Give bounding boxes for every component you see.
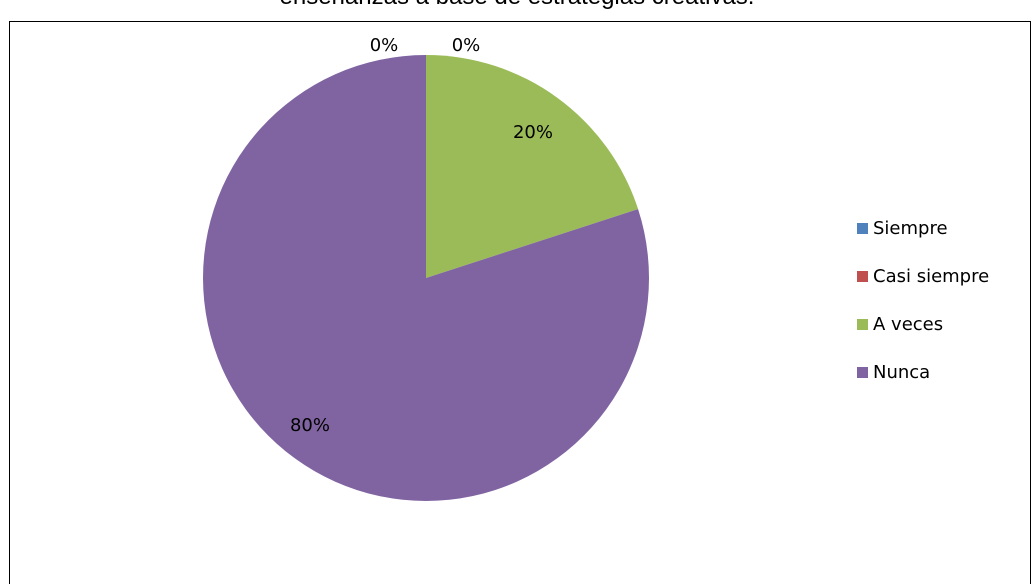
- legend-label-casi-siempre: Casi siempre: [873, 265, 990, 287]
- legend-label-a-veces: A veces: [873, 313, 944, 335]
- pie-slice-nunca: [203, 55, 650, 501]
- chart-title: enseñanzas a base de estrategias creativ…: [0, 0, 1034, 11]
- legend-label-nunca: Nunca: [873, 361, 931, 383]
- legend-item-a-veces: A veces: [857, 312, 943, 336]
- pie-slice-a-veces: [426, 55, 639, 278]
- legend-item-siempre: Siempre: [857, 216, 948, 240]
- data-label-nunca: 80%: [290, 415, 330, 436]
- legend-swatch-casi-siempre: [857, 270, 868, 282]
- data-label-a-veces: 20%: [513, 122, 553, 143]
- legend-label-siempre: Siempre: [873, 217, 948, 239]
- legend-item-nunca: Nunca: [857, 360, 930, 384]
- legend-swatch-siempre: [857, 222, 868, 234]
- data-label-siempre: 0%: [370, 35, 399, 56]
- legend-swatch-nunca: [857, 366, 868, 378]
- legend-item-casi-siempre: Casi siempre: [857, 264, 989, 288]
- pie-slices: [203, 55, 650, 501]
- data-label-casi-siempre: 0%: [452, 35, 481, 56]
- legend-swatch-a-veces: [857, 318, 868, 330]
- pie-data-labels: 0% 0% 20% 80%: [290, 35, 553, 436]
